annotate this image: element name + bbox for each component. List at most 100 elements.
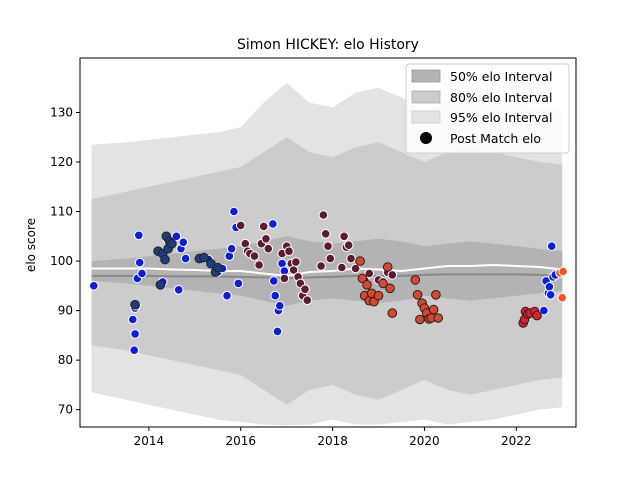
data-point [213, 262, 223, 273]
chart-title: Simon HICKEY: elo History [237, 37, 419, 53]
x-axis-ticks: 2014 2016 2018 2020 2022 [134, 427, 532, 448]
legend-label-95: 95% elo Interval [450, 110, 552, 125]
data-point [128, 314, 138, 325]
data-point [167, 238, 177, 249]
y-tick-label: 120 [50, 155, 73, 169]
data-point [129, 345, 139, 356]
data-point [387, 308, 398, 318]
y-tick-label: 90 [58, 304, 73, 318]
data-point [428, 304, 439, 315]
y-tick-label: 110 [50, 205, 73, 219]
median-lines [91, 263, 563, 280]
y-tick-label: 130 [50, 105, 73, 119]
x-tick-label: 2016 [225, 434, 256, 448]
y-axis-ticks: 70 80 90 100 110 120 130 [50, 105, 80, 417]
data-point [410, 275, 421, 285]
data-point [199, 252, 209, 263]
data-point [343, 240, 354, 250]
data-point [249, 251, 260, 261]
data-point [272, 326, 283, 337]
data-point [263, 243, 274, 254]
data-point [134, 257, 145, 268]
data-point [178, 237, 189, 248]
data-point [539, 305, 549, 316]
data-point [160, 254, 170, 265]
x-tick-label: 2014 [134, 434, 165, 448]
y-tick-label: 70 [58, 403, 73, 417]
y-tick-label: 80 [58, 353, 73, 367]
data-point [355, 256, 365, 266]
legend-swatch-80 [411, 90, 441, 104]
data-point [415, 314, 425, 325]
data-point [382, 262, 393, 272]
data-point [134, 230, 144, 241]
data-point [226, 243, 237, 254]
y-axis-label: elo score [24, 218, 38, 272]
data-point [387, 270, 398, 280]
data-point [222, 290, 232, 301]
legend-label-post-match: Post Match elo [450, 131, 541, 146]
data-point [291, 257, 301, 267]
legend-label-50: 50% elo Interval [450, 69, 552, 84]
data-point [378, 278, 388, 289]
y-tick-label: 100 [50, 254, 73, 268]
mean-elo-line [91, 273, 563, 280]
data-point [373, 290, 384, 301]
data-point [302, 295, 313, 306]
legend-swatch-50 [411, 69, 441, 83]
legend-swatch-95 [411, 110, 441, 124]
data-point [233, 278, 244, 289]
data-point [325, 253, 336, 264]
data-point [337, 262, 347, 273]
data-point [364, 268, 375, 279]
data-point [270, 290, 281, 301]
data-point [350, 263, 361, 274]
data-point [433, 313, 444, 323]
data-point [318, 210, 329, 220]
data-point [362, 280, 372, 290]
x-tick-label: 2020 [409, 434, 440, 448]
plot-frame [79, 57, 577, 428]
data-point [346, 253, 356, 264]
legend-frame [405, 63, 570, 154]
data-point [323, 241, 333, 251]
data-point [532, 310, 542, 321]
data-point [130, 329, 140, 339]
data-point [173, 285, 184, 295]
data-point [320, 229, 331, 239]
data-point [258, 221, 269, 232]
data-point [545, 290, 556, 300]
x-tick-label: 2022 [501, 434, 532, 448]
data-point [544, 282, 555, 292]
data-point [558, 266, 568, 277]
data-point [137, 268, 147, 279]
post-match-points [89, 206, 568, 356]
data-point [89, 281, 99, 291]
data-point [316, 261, 326, 271]
data-point [412, 290, 423, 300]
data-point [385, 283, 395, 294]
data-point [269, 276, 279, 286]
legend: 50% elo Interval 80% elo Interval 95% el… [405, 63, 570, 154]
data-point [171, 231, 182, 242]
x-tick-label: 2018 [317, 434, 348, 448]
data-point [130, 299, 140, 310]
data-point [339, 231, 349, 242]
data-point [180, 253, 191, 264]
data-point [254, 260, 264, 270]
data-point [300, 284, 310, 295]
data-point [268, 219, 278, 229]
median-elo-line [91, 263, 563, 277]
data-point [229, 206, 239, 217]
data-point [546, 241, 557, 251]
data-point [279, 273, 290, 284]
legend-label-80: 80% elo Interval [450, 90, 552, 105]
data-point [235, 220, 246, 231]
data-point [357, 273, 368, 284]
legend-marker-post-match [420, 132, 432, 144]
data-point [155, 280, 166, 290]
data-point [431, 290, 441, 300]
data-point [261, 234, 271, 244]
data-point [557, 292, 568, 303]
